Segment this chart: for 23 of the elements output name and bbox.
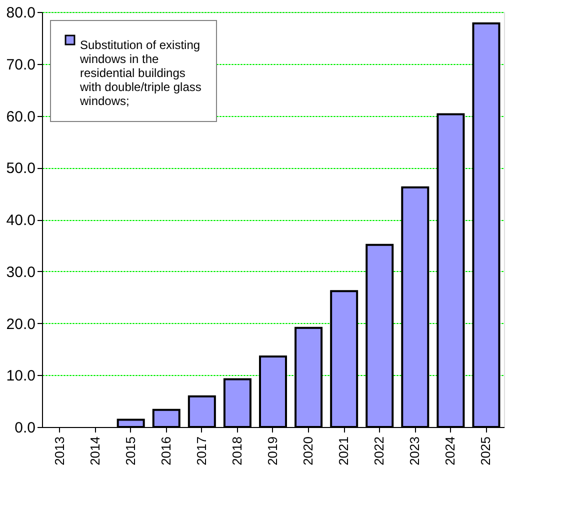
x-tick-label: 2018 (229, 436, 244, 466)
x-tick-label: 2020 (300, 436, 316, 466)
x-tick-label: 2017 (194, 436, 209, 466)
x-tick-label: 2021 (336, 436, 352, 466)
y-tick-label: 80.0 (6, 4, 36, 22)
x-tick-label: 2023 (407, 436, 422, 466)
y-tick-label: 20.0 (6, 316, 36, 333)
y-tick-label: 70.0 (6, 56, 36, 74)
y-tick-label: 0.0 (14, 420, 36, 436)
x-tick-label: 2019 (265, 436, 280, 466)
x-tick-label: 2015 (122, 436, 138, 466)
x-tick-label: 2013 (52, 436, 67, 466)
x-tick-label: 2014 (87, 436, 102, 466)
legend-label: Substitution of existing windows in the residential buildings with double/triple glass windows; (79, 38, 202, 108)
x-tick-label: 2025 (478, 436, 494, 466)
x-tick-label: 2024 (442, 436, 458, 466)
x-tick-label: 2016 (158, 436, 174, 466)
y-tick-label: 40.0 (6, 212, 36, 229)
y-tick-label: 50.0 (6, 160, 36, 178)
y-tick-label: 60.0 (6, 108, 36, 126)
y-tick-label: 30.0 (6, 264, 36, 281)
x-tick-label: 2022 (372, 436, 387, 466)
y-tick-label: 10.0 (6, 368, 36, 385)
